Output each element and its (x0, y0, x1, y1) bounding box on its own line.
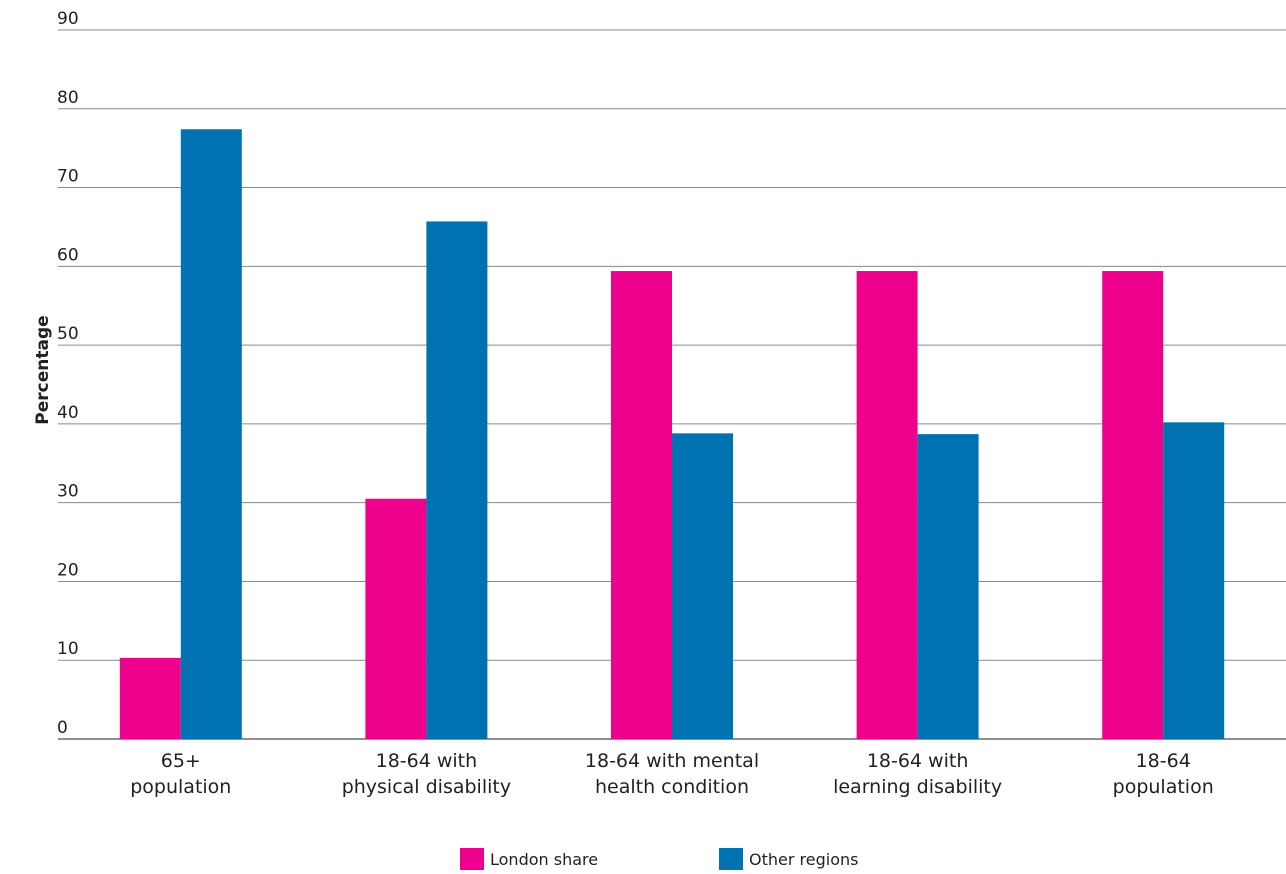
y-tick-label: 20 (57, 560, 79, 580)
bar-london-share (856, 271, 918, 739)
bar-other-regions (672, 433, 733, 739)
y-tick-label: 80 (57, 88, 79, 108)
legend: London share Other regions (460, 848, 858, 870)
bar-london-share (611, 271, 672, 739)
y-axis-ticks: 0 10 20 30 40 50 60 70 80 90 (57, 9, 79, 738)
x-tick-label: learning disability (833, 776, 1002, 798)
y-tick-label: 40 (57, 403, 79, 423)
x-tick-label: 18-64 with mental (585, 750, 759, 772)
y-tick-label: 30 (57, 482, 79, 502)
x-tick-label: 65+ (161, 750, 201, 772)
legend-swatch (460, 848, 484, 870)
x-axis-category-labels: 65+ population 18-64 with physical disabili… (130, 750, 1214, 798)
bars (119, 129, 1225, 739)
x-tick-label: physical disability (342, 776, 511, 798)
bar-other-regions (917, 434, 979, 739)
bar-london-share (365, 498, 427, 739)
x-tick-label: 18-64 with (867, 750, 969, 772)
x-tick-label: population (1113, 776, 1214, 798)
x-tick-label: health condition (595, 776, 749, 798)
bar-other-regions (1163, 422, 1225, 739)
y-tick-label: 0 (57, 718, 68, 738)
bar-london-share (119, 657, 181, 739)
y-axis-label: Percentage (33, 315, 53, 424)
legend-swatch (719, 848, 743, 870)
x-tick-label: population (130, 776, 231, 798)
legend-label: Other regions (749, 850, 858, 869)
y-tick-label: 90 (57, 9, 79, 29)
bar-london-share (1102, 271, 1164, 739)
y-tick-label: 70 (57, 167, 79, 187)
y-tick-label: 10 (57, 639, 79, 659)
legend-label: London share (490, 850, 598, 869)
bar-other-regions (426, 221, 488, 739)
bar-other-regions (180, 129, 242, 739)
x-tick-label: 18-64 with (376, 750, 478, 772)
y-tick-label: 60 (57, 245, 79, 265)
x-tick-label: 18-64 (1136, 750, 1191, 772)
y-tick-label: 50 (57, 324, 79, 344)
